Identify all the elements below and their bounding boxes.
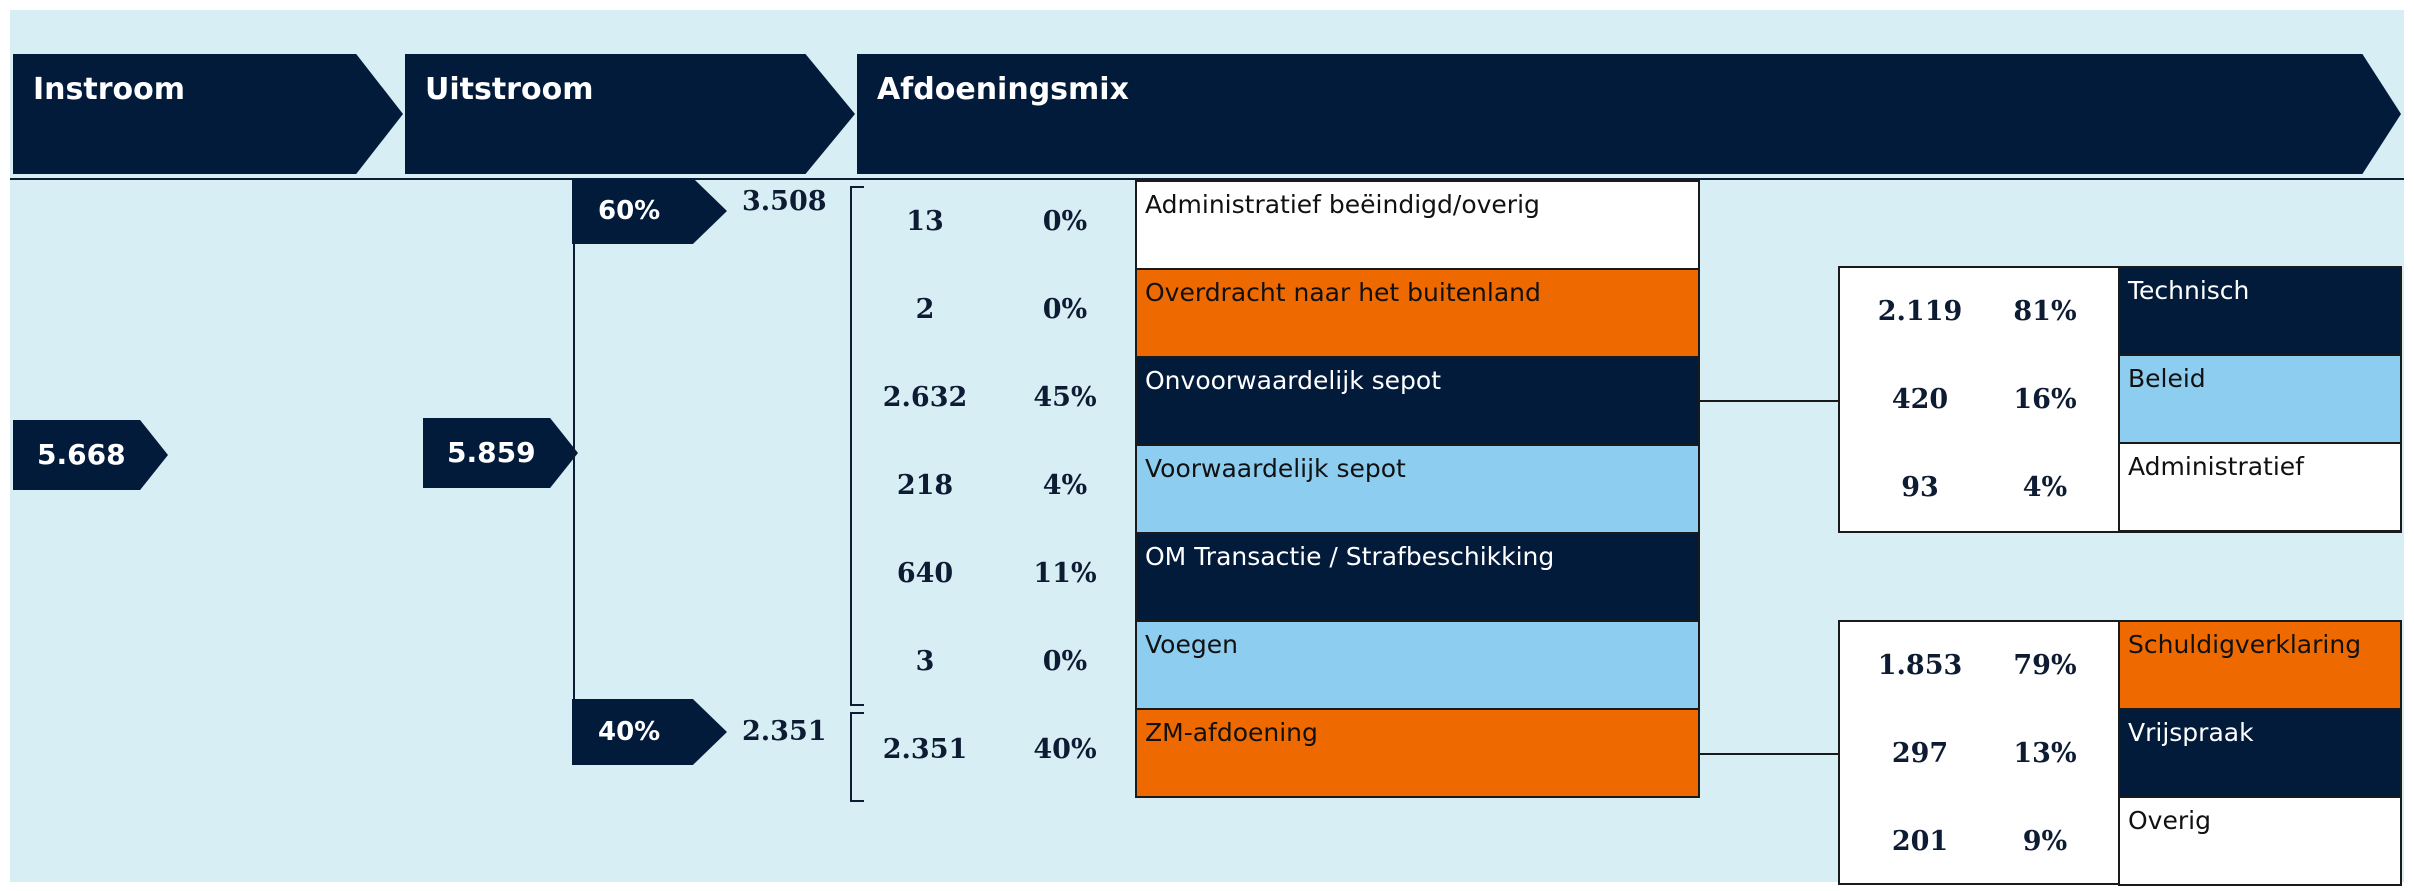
afdoeningsmix-header-label: Afdoeningsmix <box>877 72 1129 107</box>
category-count: 218 <box>896 470 954 501</box>
category-count: 2.632 <box>882 382 968 413</box>
split-top-percent: 60% <box>598 196 661 226</box>
breakdown-percent: 13% <box>2013 738 2077 769</box>
category-percent: 0% <box>1042 646 1088 677</box>
split-top-percent-arrow: 60% <box>572 178 727 244</box>
category-count: 2 <box>915 294 935 325</box>
category-count: 2.351 <box>882 734 968 765</box>
breakdown-label: Beleid <box>2118 354 2402 444</box>
breakdown-label: Overig <box>2118 796 2402 886</box>
split-bottom-value: 2.351 <box>742 716 827 747</box>
breakdown-count: 201 <box>1891 826 1949 857</box>
category-percent: 45% <box>1033 382 1097 413</box>
instroom-header: Instroom <box>13 54 403 174</box>
zm-bracket <box>850 712 864 802</box>
category-percent: 11% <box>1033 558 1097 589</box>
category-label: Overdracht naar het buitenland <box>1135 268 1700 358</box>
breakdown-label: Administratief <box>2118 442 2402 532</box>
instroom-value: 5.668 <box>37 438 126 471</box>
om-bracket <box>850 186 864 706</box>
instroom-header-label: Instroom <box>33 72 185 107</box>
breakdown-count: 2.119 <box>1877 296 1963 327</box>
breakdown-label: Vrijspraak <box>2118 708 2402 798</box>
breakdown-percent: 16% <box>2013 384 2077 415</box>
breakdown-percent: 9% <box>2022 826 2068 857</box>
uitstroom-header: Uitstroom <box>405 54 855 174</box>
split-top-value: 3.508 <box>742 186 827 217</box>
category-label: OM Transactie / Strafbeschikking <box>1135 532 1700 622</box>
category-label: Administratief beëindigd/overig <box>1135 180 1700 270</box>
category-label: Voorwaardelijk sepot <box>1135 444 1700 534</box>
header-divider <box>10 178 2404 180</box>
breakdown-count: 93 <box>1901 472 1939 503</box>
breakdown-percent: 81% <box>2013 296 2077 327</box>
zm-connector <box>1700 753 1838 755</box>
split-bottom-percent: 40% <box>598 717 661 747</box>
breakdown-percent: 4% <box>2022 472 2068 503</box>
split-connector <box>573 244 575 699</box>
category-count: 640 <box>896 558 954 589</box>
category-percent: 0% <box>1042 206 1088 237</box>
breakdown-count: 297 <box>1891 738 1949 769</box>
category-percent: 4% <box>1042 470 1088 501</box>
breakdown-label: Technisch <box>2118 266 2402 356</box>
category-count: 3 <box>915 646 935 677</box>
uitstroom-header-label: Uitstroom <box>425 72 594 107</box>
category-percent: 40% <box>1033 734 1097 765</box>
category-percent: 0% <box>1042 294 1088 325</box>
uitstroom-value: 5.859 <box>447 436 536 469</box>
sepot-connector <box>1700 400 1838 402</box>
uitstroom-value-arrow: 5.859 <box>423 418 578 488</box>
category-label: Voegen <box>1135 620 1700 710</box>
instroom-value-arrow: 5.668 <box>13 420 168 490</box>
afdoeningsmix-header: Afdoeningsmix <box>857 54 2401 174</box>
category-label: Onvoorwaardelijk sepot <box>1135 356 1700 446</box>
category-count: 13 <box>906 206 944 237</box>
category-label: ZM-afdoening <box>1135 708 1700 798</box>
split-bottom-percent-arrow: 40% <box>572 699 727 765</box>
breakdown-count: 420 <box>1891 384 1949 415</box>
breakdown-percent: 79% <box>2013 650 2077 681</box>
breakdown-count: 1.853 <box>1877 650 1963 681</box>
breakdown-label: Schuldigverklaring <box>2118 620 2402 710</box>
